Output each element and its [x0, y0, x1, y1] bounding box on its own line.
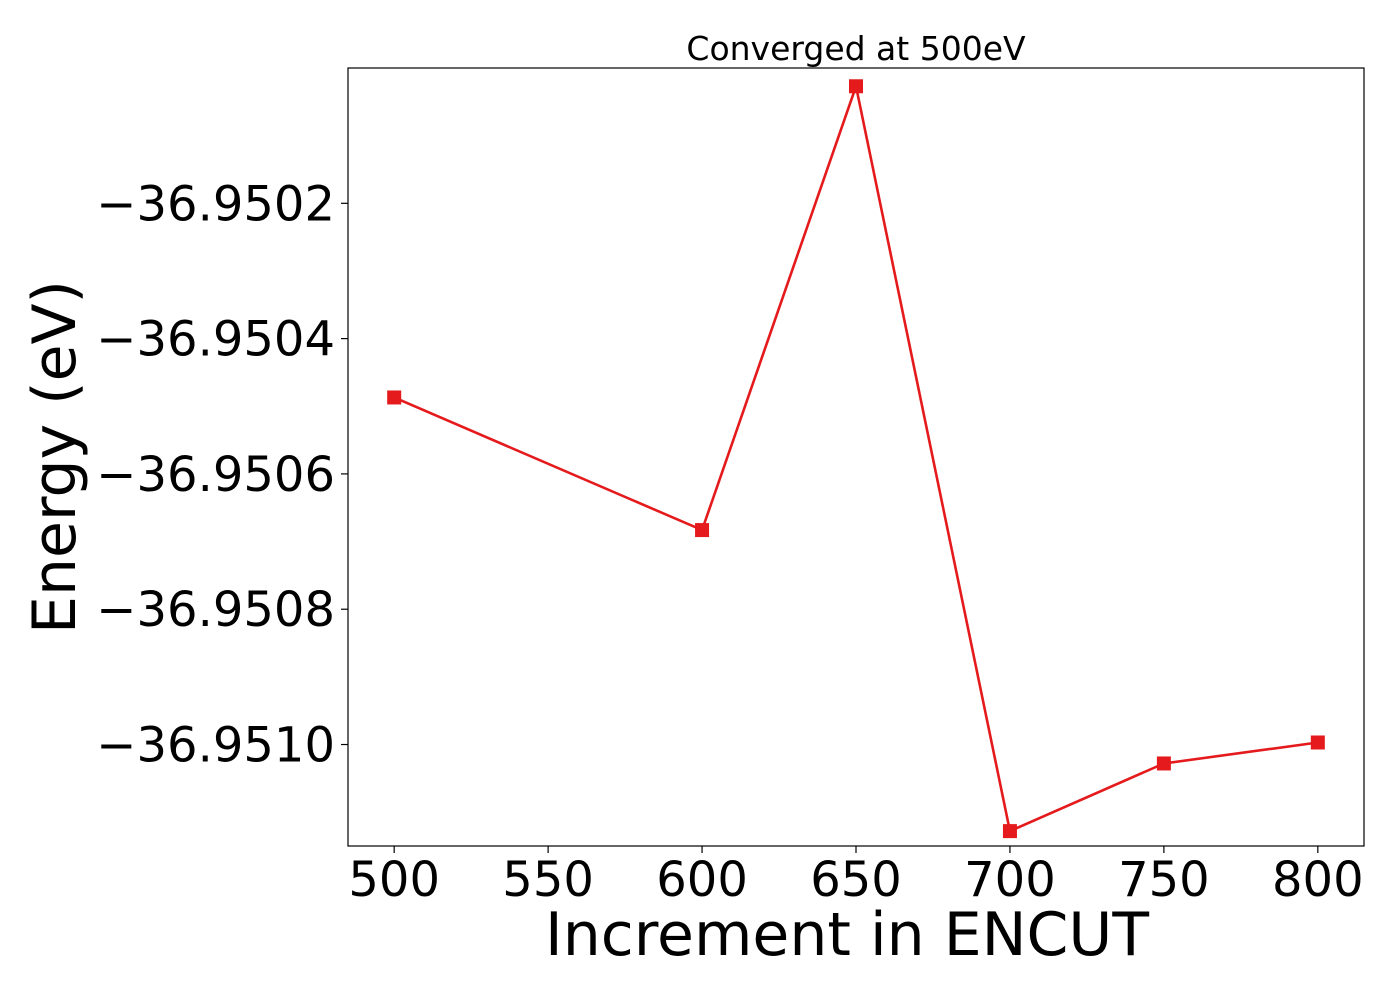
data-point: [387, 390, 402, 405]
x-axis: 500 550 600 650 700 750 800: [348, 846, 1364, 908]
y-tick-label: −36.9510: [96, 718, 335, 774]
data-point: [695, 523, 710, 538]
y-axis-label: Energy (eV): [20, 280, 90, 634]
y-tick-label: −36.9502: [96, 176, 335, 232]
plot-frame: [347, 67, 1365, 847]
y-axis: −36.9502 −36.9504 −36.9506 −36.9508 −36.9510: [96, 176, 348, 774]
x-tick-label: 800: [1272, 852, 1364, 908]
y-tick-label: −36.9504: [96, 312, 335, 368]
x-tick-label: 500: [348, 852, 440, 908]
chart-title: Converged at 500eV: [686, 29, 1026, 68]
series-line: [393, 81, 1318, 833]
x-tick-label: 600: [656, 852, 748, 908]
data-point: [1002, 824, 1017, 839]
y-tick-label: −36.9506: [96, 447, 335, 503]
x-tick-label: 700: [964, 852, 1056, 908]
plot-area: [387, 79, 1325, 839]
data-point: [1310, 735, 1325, 750]
x-axis-label: Increment in ENCUT: [545, 900, 1149, 970]
x-tick-label: 750: [1118, 852, 1210, 908]
data-point: [1156, 756, 1171, 771]
data-point: [849, 79, 863, 94]
y-tick-label: −36.9508: [96, 582, 335, 638]
x-tick-label: 550: [502, 852, 594, 908]
x-tick-label: 650: [810, 852, 902, 908]
